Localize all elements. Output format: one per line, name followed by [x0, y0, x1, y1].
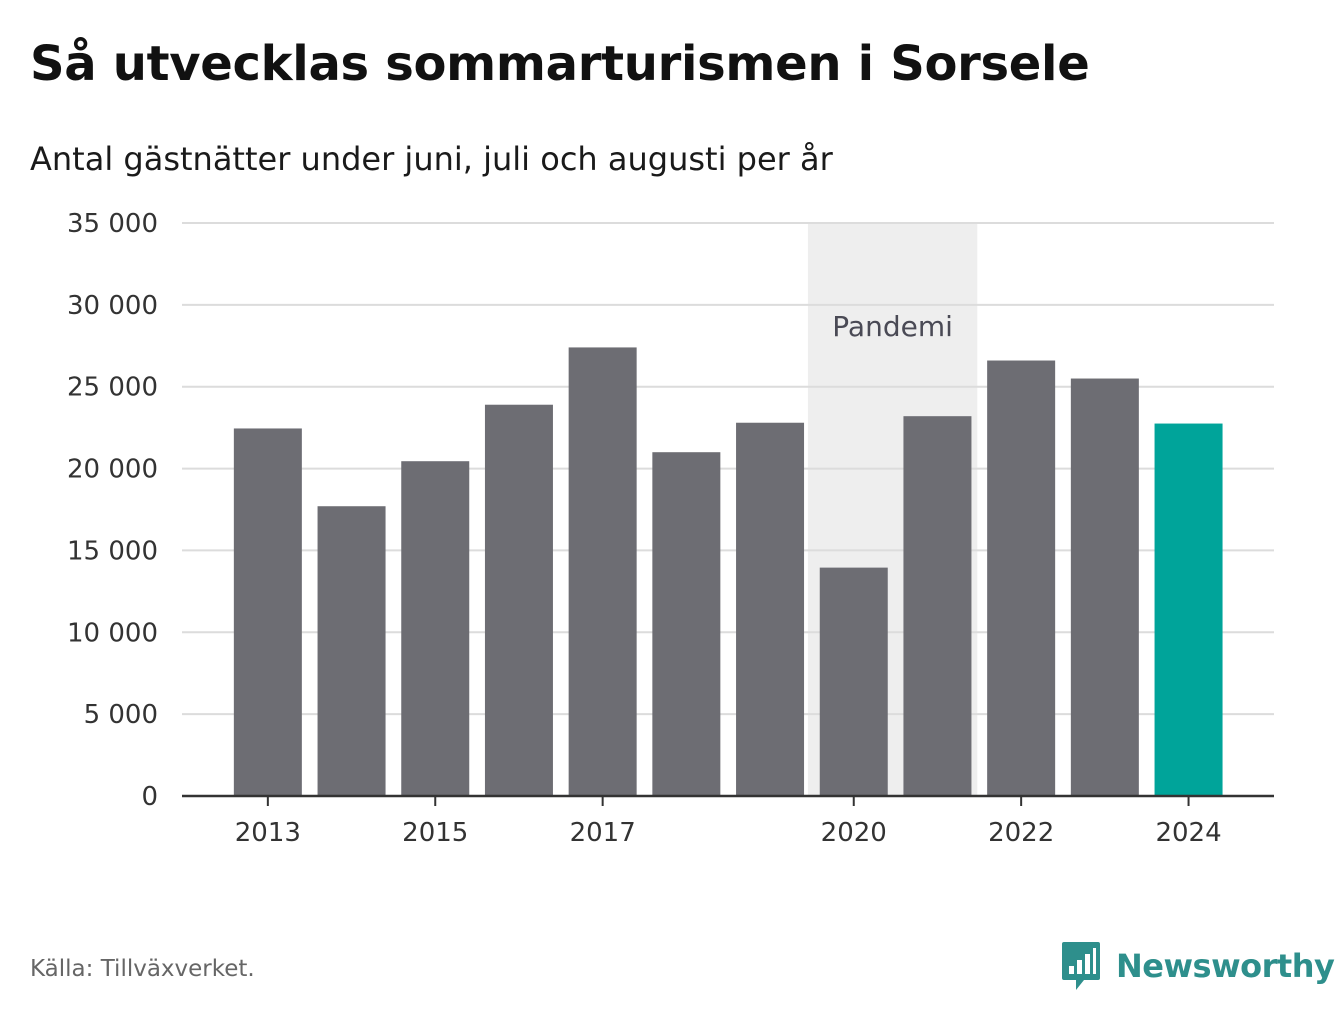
bar-2016 — [484, 404, 553, 796]
y-tick-label: 15 000 — [67, 536, 158, 566]
bar-2021 — [903, 416, 972, 796]
bar-2015 — [401, 461, 470, 796]
newsworthy-logo: Newsworthy — [1060, 940, 1335, 992]
bar-layer — [233, 347, 1223, 796]
bar-chart-speech-icon — [1062, 942, 1100, 990]
y-tick-label: 20 000 — [67, 455, 158, 485]
chart-subtitle: Antal gästnätter under juni, juli och au… — [30, 140, 833, 178]
y-tick-label: 30 000 — [67, 291, 158, 321]
x-tick-label: 2022 — [988, 818, 1054, 848]
bar-2013 — [233, 428, 302, 796]
bar-2017 — [568, 347, 637, 796]
x-tick-label: 2015 — [402, 818, 468, 848]
y-tick-label: 5 000 — [84, 700, 158, 730]
y-tick-label: 10 000 — [67, 618, 158, 648]
chart-title: Så utvecklas sommarturismen i Sorsele — [30, 36, 1090, 92]
bar-2020 — [819, 567, 888, 796]
bar-2019 — [736, 422, 805, 796]
x-tick-label: 2017 — [570, 818, 636, 848]
bar-2024 — [1154, 423, 1223, 796]
source-note: Källa: Tillväxverket. — [30, 956, 255, 982]
bar-chart: Pandemi 0 5 000 10 000 15 000 20 000 25 000 30… — [67, 209, 1274, 848]
axis-layer: 0 5 000 10 000 15 000 20 000 25 000 30 000 35 0… — [67, 209, 1274, 848]
logo-text: Newsworthy — [1116, 947, 1335, 985]
y-tick-label: 35 000 — [67, 209, 158, 239]
bar-2014 — [317, 506, 386, 796]
bar-2022 — [987, 360, 1056, 796]
y-tick-label: 25 000 — [67, 373, 158, 403]
y-tick-label: 0 — [141, 782, 158, 812]
x-tick-label: 2024 — [1155, 818, 1221, 848]
bar-2023 — [1070, 378, 1139, 796]
x-tick-label: 2013 — [235, 818, 301, 848]
pandemic-band-label: Pandemi — [832, 310, 953, 343]
bar-2018 — [652, 452, 721, 796]
x-tick-label: 2020 — [821, 818, 887, 848]
